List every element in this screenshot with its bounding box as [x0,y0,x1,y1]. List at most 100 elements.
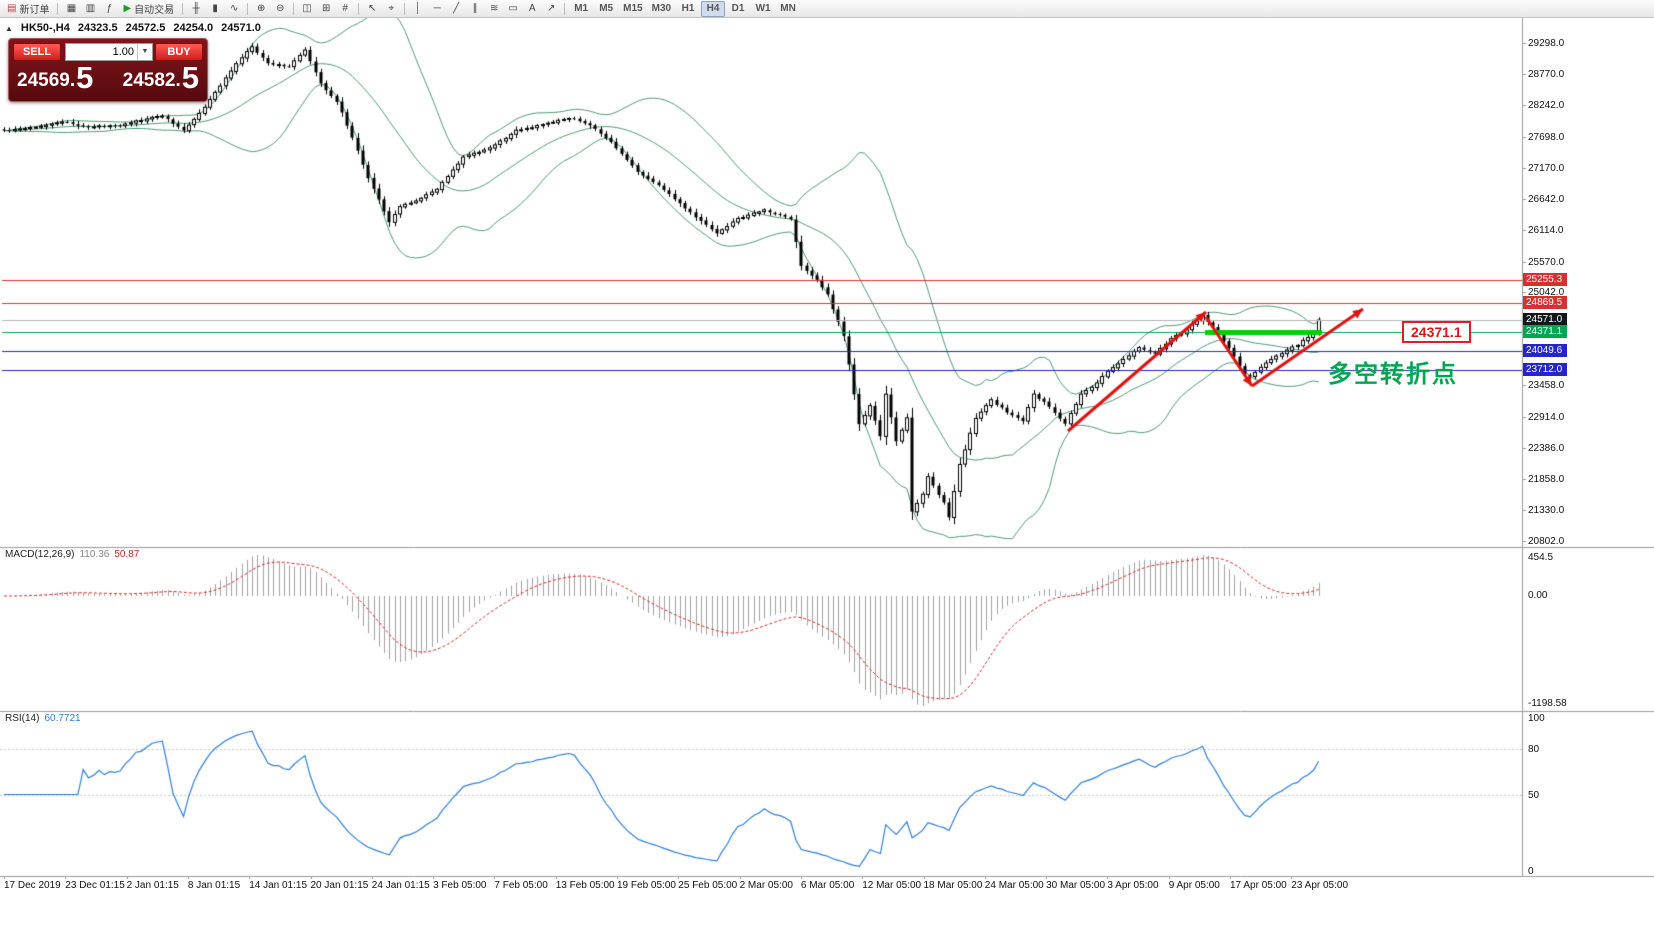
rsi-label: RSI(14) 60.7721 [5,713,81,724]
buy-price: 24582. 5 [122,60,199,95]
turning-point-label: 多空转折点 [1328,361,1458,388]
zoom-out-icon[interactable]: ⊖ [271,1,289,17]
grid-icon: # [342,2,348,14]
timeframe-m5[interactable]: M5 [594,1,618,17]
toolbar-separator [564,2,566,15]
rsi-value: 60.7721 [44,713,81,724]
timeframe-w1-label: W1 [755,3,771,14]
volume-input[interactable] [66,46,137,58]
new-order-icon: ▤ [7,2,17,14]
chart-window-icon[interactable]: ▦ [62,1,80,17]
sell-price-main: 24569. [17,70,76,92]
timeframe-d1[interactable]: D1 [726,1,750,17]
timeframe-h1[interactable]: H1 [676,1,700,17]
fibonacci-icon[interactable]: ≋ [485,1,503,17]
horizontal-line-icon: ─ [433,2,441,14]
fibonacci-icon: ≋ [489,2,499,14]
vertical-line-icon[interactable]: │ [409,1,427,17]
shapes-icon: ▭ [508,2,518,14]
toolbar-separator [358,2,360,15]
cascade-windows-icon[interactable]: ⊞ [317,1,335,17]
timeframe-m1[interactable]: M1 [569,1,593,17]
chart-info-line: ▲ HK50-,H4 24323.5 24572.5 24254.0 24571… [5,22,261,34]
sell-button[interactable]: SELL [13,43,61,61]
indicators-list-icon: ƒ [106,2,113,14]
ohlc-low: 24254.0 [173,22,214,34]
grid-icon[interactable]: # [336,1,354,17]
timeframe-h4[interactable]: H4 [701,0,726,17]
indicators-list-icon[interactable]: ƒ [100,1,118,17]
toolbar-separator [247,2,249,15]
volume-dropdown-icon[interactable]: ▼ [137,44,152,60]
cursor-icon[interactable]: ↖ [363,1,381,17]
price-annotation[interactable]: 24371.1 [1402,321,1471,343]
sell-price-big-digit: 5 [76,60,94,95]
channel-icon[interactable]: ∥ [466,1,484,17]
toolbar: ▤ 新订单 ▦ ▥ ƒ ▶ 自动交易 ╫ ▮ ∿ ⊕ ⊖ ◫ ⊞ # ↖ ⌖ │ ─ ╱ ∥ ≋ ▭ A ↗ M1 M5 M15 M30… [0,0,1654,18]
toolbar-separator [404,2,406,15]
ohlc-high: 24572.5 [125,22,166,34]
toolbar-separator [182,2,184,15]
tile-windows-icon[interactable]: ◫ [298,1,316,17]
timeframe-mn-label: MN [780,3,796,14]
profiles-icon: ▥ [85,2,96,14]
cascade-windows-icon: ⊞ [321,2,331,14]
autotrading-play-icon: ▶ [123,2,132,14]
candlestick-chart-icon: ▮ [212,2,218,14]
timeframe-h4-label: H4 [706,3,720,14]
chart-window-icon: ▦ [66,2,77,14]
macd-signal-value: 50.87 [114,549,140,560]
macd-main-value: 110.36 [79,549,110,560]
autotrading-button[interactable]: ▶ 自动交易 [119,1,178,17]
trendline-icon: ╱ [453,2,460,14]
timeframe-m15[interactable]: M15 [619,1,646,17]
zoom-in-icon: ⊕ [256,2,266,14]
macd-label: MACD(12,26,9) 110.36 50.87 [5,549,139,560]
new-order-button-label: 新订单 [19,5,50,16]
crosshair-icon: ⌖ [388,2,394,14]
candlestick-chart-icon[interactable]: ▮ [206,1,224,17]
line-chart-icon[interactable]: ∿ [225,1,243,17]
rsi-name: RSI(14) [5,713,40,724]
timeframe-m15-label: M15 [623,3,643,14]
arrow-tool-icon[interactable]: ↗ [542,1,560,17]
timeframe-m5-label: M5 [599,3,614,14]
symbol-period: HK50-,H4 [20,22,70,34]
toolbar-separator [57,2,59,15]
timeframe-w1[interactable]: W1 [751,1,775,17]
ohlc-open: 24323.5 [77,22,118,34]
text-icon: A [528,2,536,14]
one-click-trading-panel: SELL ▼ BUY 24569.5 24582.5 [8,38,208,102]
vertical-line-icon: │ [415,2,422,14]
autotrading-button-label: 自动交易 [134,5,175,16]
shapes-icon[interactable]: ▭ [504,1,522,17]
profiles-icon[interactable]: ▥ [81,1,99,17]
tile-windows-icon: ◫ [302,2,312,14]
line-chart-icon: ∿ [229,2,239,14]
buy-price-big-digit: 5 [181,60,199,95]
timeframe-mn[interactable]: MN [776,1,800,17]
buy-price-main: 24582. [122,70,181,92]
channel-icon: ∥ [472,2,478,14]
zoom-in-icon[interactable]: ⊕ [252,1,270,17]
text-icon[interactable]: A [523,1,541,17]
one-click-collapse-icon[interactable]: ▲ [5,23,13,33]
macd-name: MACD(12,26,9) [5,549,75,560]
timeframe-m30-label: M30 [651,3,672,14]
zoom-out-icon: ⊖ [275,2,285,14]
crosshair-icon[interactable]: ⌖ [382,1,400,17]
volume-field[interactable]: ▼ [65,43,153,61]
trendline-icon[interactable]: ╱ [447,1,465,17]
bar-chart-icon[interactable]: ╫ [187,1,205,17]
horizontal-line-icon[interactable]: ─ [428,1,446,17]
timeframe-d1-label: D1 [731,3,745,14]
ohlc-close: 24571.0 [221,22,261,34]
new-order-button[interactable]: ▤ 新订单 [3,1,53,17]
arrow-tool-icon: ↗ [546,2,556,14]
timeframe-m1-label: M1 [574,3,589,14]
toolbar-separator [293,2,295,15]
buy-button[interactable]: BUY [155,43,203,61]
timeframe-m30[interactable]: M30 [648,1,675,17]
